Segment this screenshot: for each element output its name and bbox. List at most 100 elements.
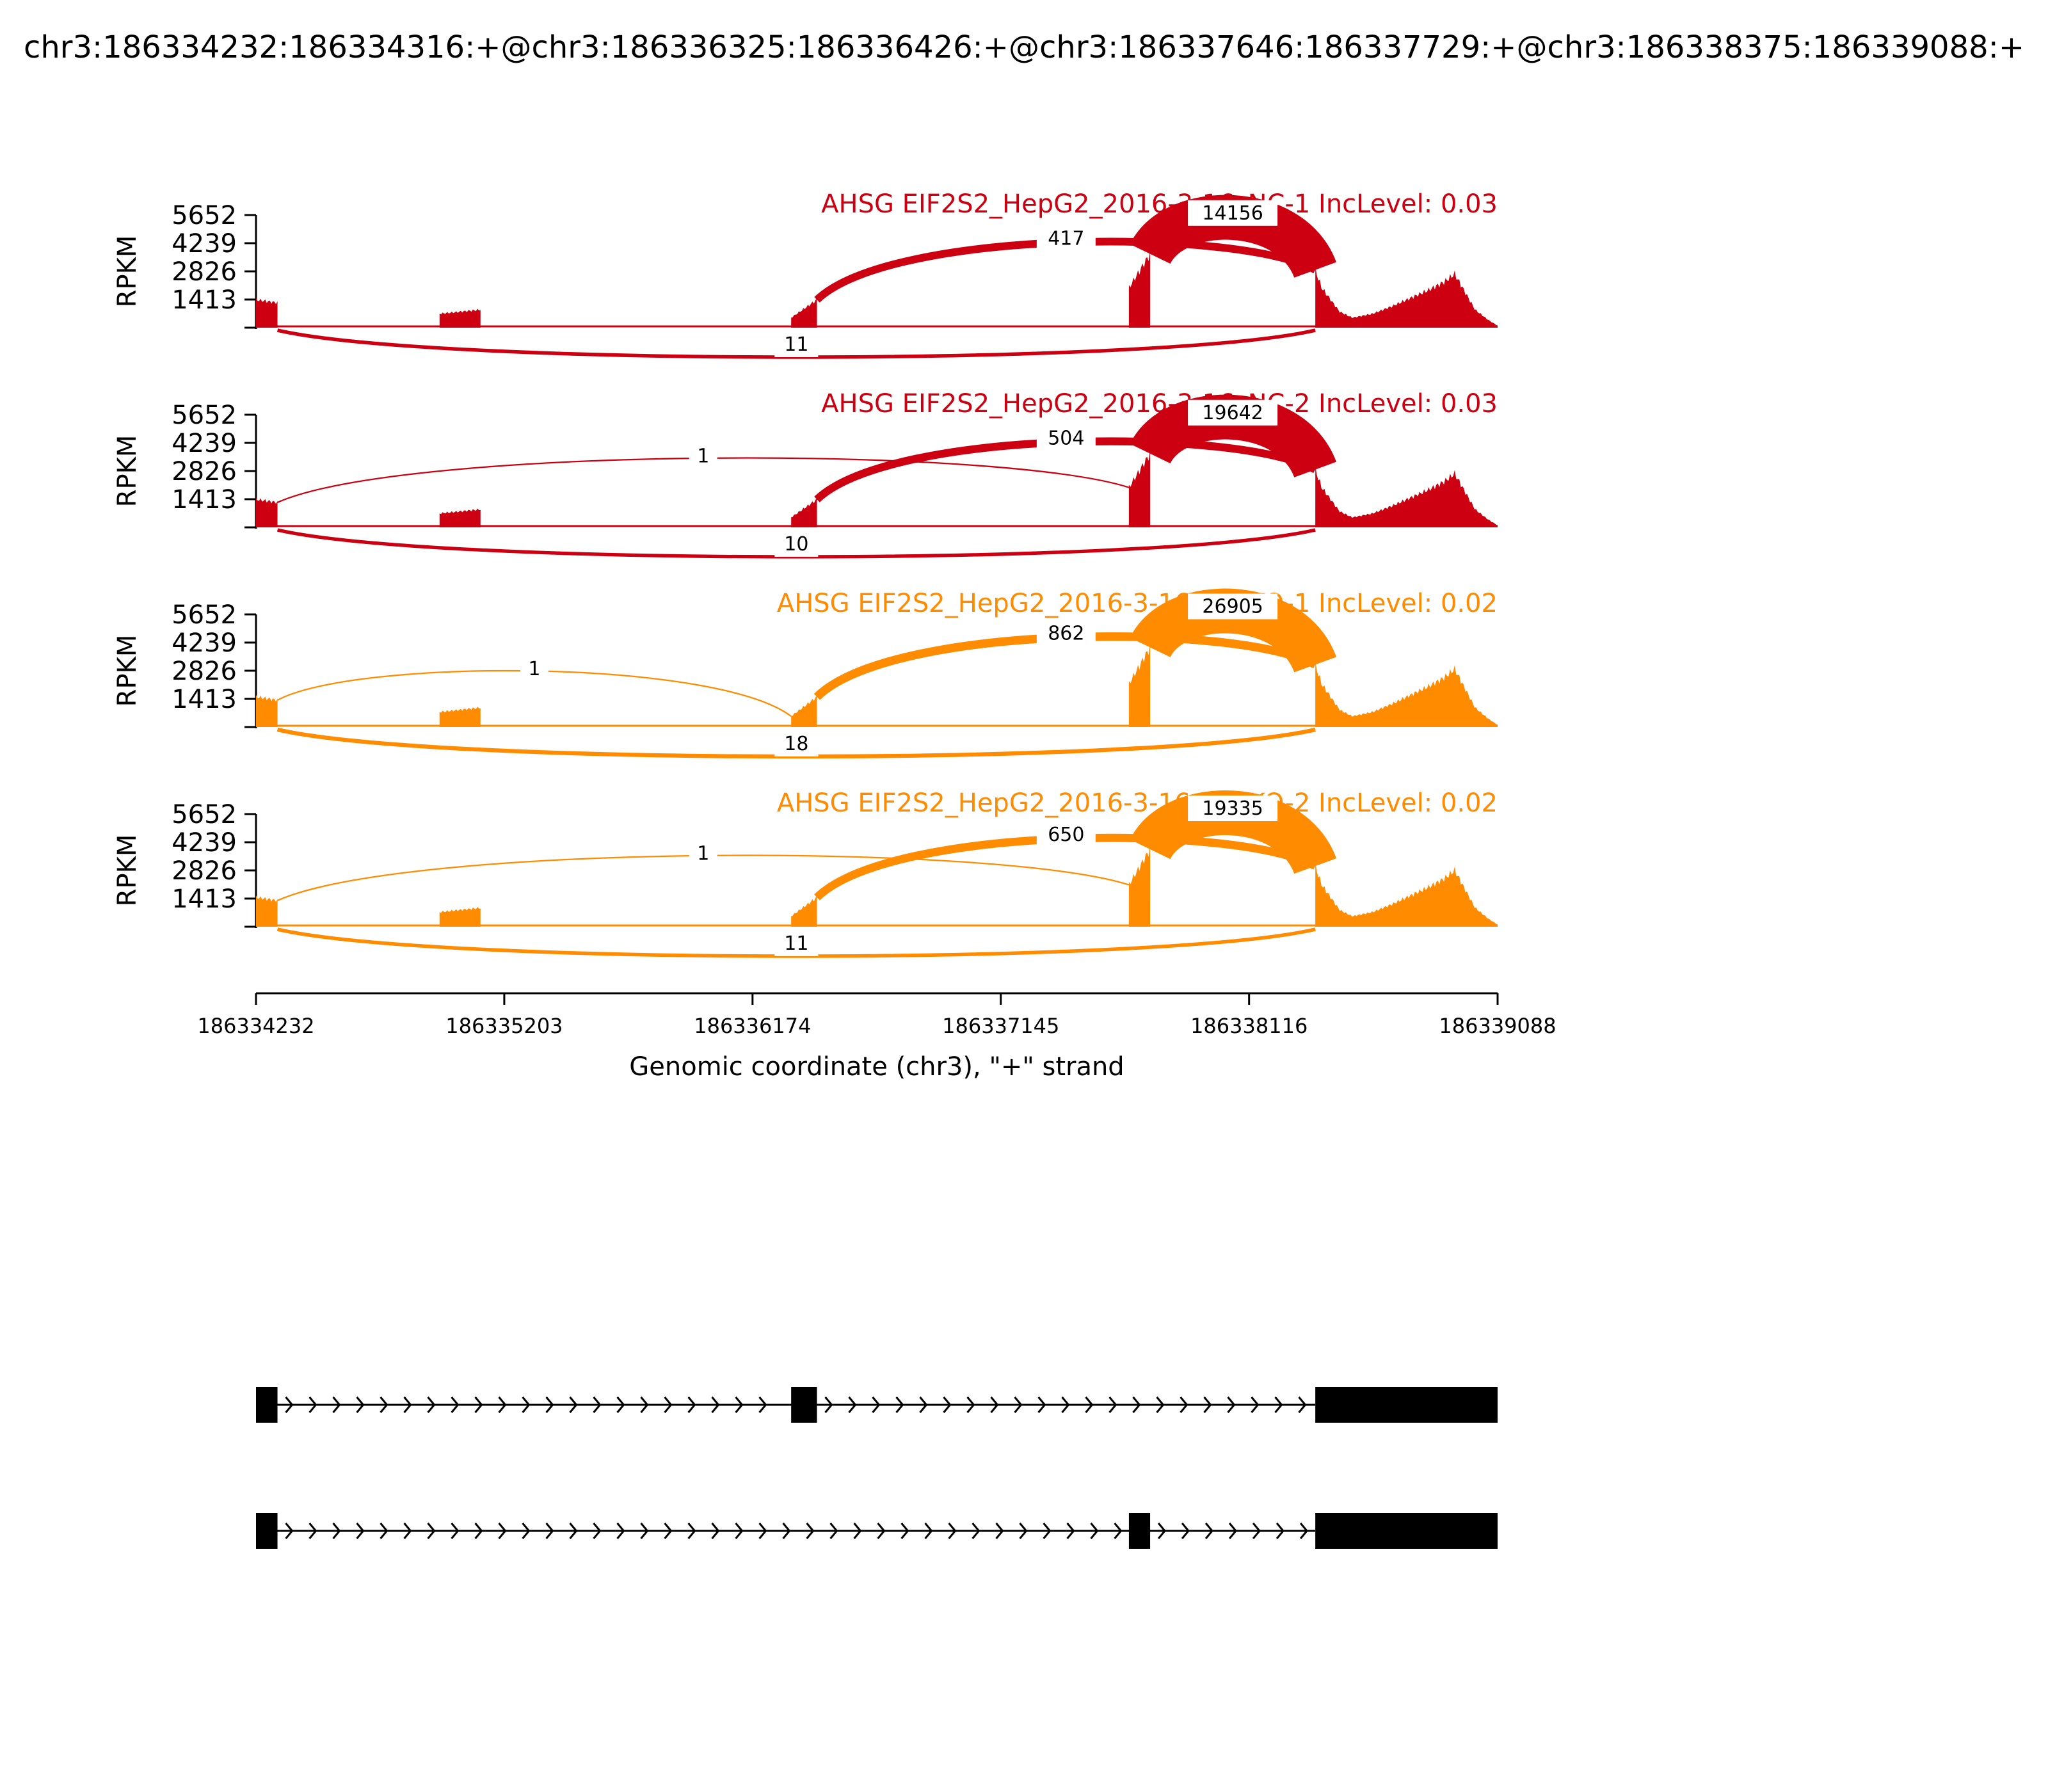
- strand-arrow-icon: [711, 1523, 720, 1539]
- coverage-area: [791, 298, 817, 328]
- strand-arrow-icon: [451, 1396, 460, 1413]
- strand-arrow-icon: [735, 1396, 744, 1413]
- y-tick-label: 1413: [172, 685, 237, 714]
- x-tick-label: 186339088: [1439, 1014, 1556, 1038]
- coverage-area: [1128, 449, 1151, 527]
- isoform-exon: [256, 1387, 278, 1423]
- y-tick-label: 5652: [172, 201, 237, 230]
- strand-arrow-icon: [687, 1523, 696, 1539]
- panel-label: AHSG EIF2S2_HepG2_2016-3-16_KD/KO-1 IncL…: [777, 589, 1498, 618]
- strand-arrow-icon: [1090, 1523, 1099, 1539]
- strand-arrow-icon: [1180, 1396, 1188, 1413]
- strand-arrow-icon: [806, 1523, 815, 1539]
- junction-count-label: 1: [697, 843, 709, 865]
- strand-arrow-icon: [1014, 1396, 1023, 1413]
- y-tick-label: 5652: [172, 401, 237, 430]
- y-tick-label: 2826: [172, 457, 237, 486]
- coverage-area: [791, 498, 817, 527]
- junction-label-background: [774, 731, 819, 756]
- junction-count-label: 11: [784, 932, 808, 955]
- coverage-area: [1128, 250, 1151, 328]
- junction-label-background: [689, 840, 717, 867]
- strand-arrow-icon: [616, 1396, 625, 1413]
- junction-count-label: 862: [1048, 622, 1084, 644]
- junction-count-label: 19335: [1202, 797, 1263, 820]
- junction-label-background: [1036, 620, 1096, 646]
- coverage-area: [439, 508, 481, 527]
- strand-arrow-icon: [569, 1523, 578, 1539]
- strand-arrow-icon: [1252, 1523, 1261, 1539]
- strand-arrow-icon: [308, 1396, 317, 1413]
- strand-arrow-icon: [877, 1523, 886, 1539]
- strand-arrow-icon: [1037, 1396, 1046, 1413]
- junction-count-label: 1: [528, 658, 540, 680]
- strand-arrow-icon: [948, 1523, 957, 1539]
- strand-arrow-icon: [522, 1523, 531, 1539]
- strand-arrow-icon: [824, 1396, 833, 1413]
- strand-arrow-icon: [356, 1523, 365, 1539]
- strand-arrow-icon: [474, 1523, 483, 1539]
- figure-title: chr3:186334232:186334316:+@chr3:18633632…: [24, 29, 2024, 65]
- strand-arrow-icon: [735, 1523, 744, 1539]
- strand-arrow-icon: [1203, 1396, 1212, 1413]
- coverage-area: [439, 308, 481, 328]
- junction-count-label: 417: [1048, 228, 1084, 250]
- strand-arrow-icon: [380, 1523, 388, 1539]
- strand-arrow-icon: [664, 1523, 673, 1539]
- junction-label-background: [774, 531, 819, 557]
- strand-arrow-icon: [924, 1523, 933, 1539]
- strand-arrow-icon: [1298, 1396, 1307, 1413]
- junction-label-background: [774, 332, 819, 357]
- strand-arrow-icon: [995, 1523, 1004, 1539]
- isoform-exon: [256, 1513, 278, 1549]
- strand-arrow-icon: [1043, 1523, 1052, 1539]
- y-axis-label: RPKM: [113, 835, 142, 907]
- y-tick-label: 1413: [172, 884, 237, 914]
- isoform-model: [256, 1513, 1498, 1549]
- strand-arrow-icon: [474, 1396, 483, 1413]
- strand-arrow-icon: [848, 1396, 857, 1413]
- strand-arrow-icon: [1299, 1523, 1309, 1539]
- y-tick-label: 2826: [172, 257, 237, 287]
- strand-arrow-icon: [900, 1523, 909, 1539]
- coverage-area: [1315, 465, 1498, 527]
- strand-arrow-icon: [569, 1396, 578, 1413]
- strand-arrow-icon: [1085, 1396, 1094, 1413]
- isoform-exon: [1128, 1513, 1151, 1549]
- strand-arrow-icon: [1066, 1523, 1075, 1539]
- x-tick-label: 186334232: [197, 1014, 314, 1038]
- strand-arrow-icon: [593, 1396, 602, 1413]
- coverage-area: [256, 298, 278, 328]
- isoform-exon: [1315, 1387, 1498, 1423]
- junction-label-background: [1188, 200, 1278, 226]
- coverage-area: [1315, 862, 1498, 927]
- junction-label-background: [1036, 225, 1096, 252]
- strand-arrow-icon: [403, 1523, 412, 1539]
- coverage-area: [1315, 266, 1498, 328]
- strand-arrow-icon: [943, 1396, 952, 1413]
- y-tick-label: 5652: [172, 800, 237, 829]
- junction-count-label: 26905: [1202, 596, 1263, 618]
- junction-count-label: 11: [784, 333, 808, 356]
- junction-label-background: [1188, 399, 1278, 426]
- junction-label-background: [689, 443, 717, 469]
- strand-arrow-icon: [1061, 1396, 1070, 1413]
- strand-arrow-icon: [498, 1523, 507, 1539]
- junction-count-label: 1: [697, 445, 709, 468]
- x-axis: Genomic coordinate (chr3), "+" strand 18…: [197, 992, 1556, 1082]
- strand-arrow-icon: [664, 1396, 673, 1413]
- junction-count-label: 14156: [1202, 202, 1263, 225]
- x-axis-label: Genomic coordinate (chr3), "+" strand: [629, 1052, 1124, 1082]
- strand-arrow-icon: [616, 1523, 625, 1539]
- y-tick-label: 2826: [172, 856, 237, 886]
- strand-arrow-icon: [640, 1396, 649, 1413]
- strand-arrow-icon: [332, 1396, 341, 1413]
- strand-arrow-icon: [427, 1396, 436, 1413]
- junction-count-label: 19642: [1202, 402, 1263, 424]
- panel-label: AHSG EIF2S2_HepG2_2016-3-16_KD/KO-2 IncL…: [777, 788, 1498, 818]
